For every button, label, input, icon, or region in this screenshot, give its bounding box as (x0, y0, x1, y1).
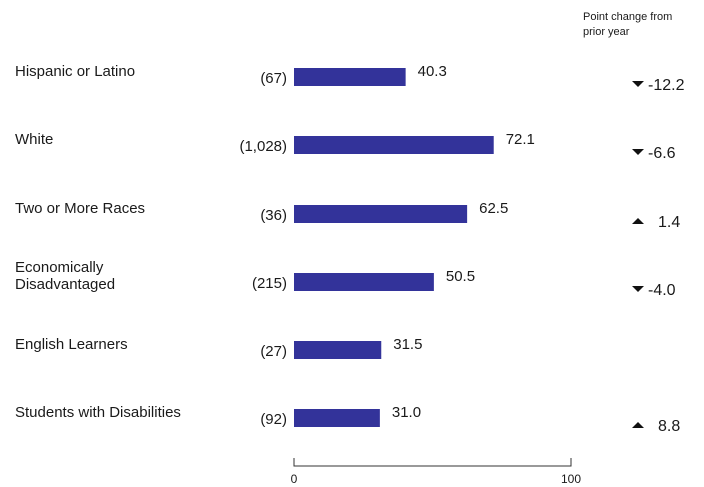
bar (294, 409, 380, 427)
change-label: -4.0 (648, 282, 676, 299)
change-down-triangle-icon (632, 149, 644, 155)
change-header-line: Point change from (583, 11, 672, 23)
change-label: 1.4 (658, 214, 680, 231)
value-label: 31.0 (392, 404, 421, 421)
value-label: 50.5 (446, 268, 475, 285)
category-label: Disadvantaged (15, 276, 115, 293)
bar (294, 68, 406, 86)
change-down-triangle-icon (632, 286, 644, 292)
category-label: White (15, 131, 53, 148)
change-label: 8.8 (658, 418, 680, 435)
change-down-triangle-icon (632, 81, 644, 87)
change-up-triangle-icon (632, 218, 644, 224)
change-up-triangle-icon (632, 422, 644, 428)
count-label: (67) (260, 70, 287, 87)
value-label: 31.5 (393, 336, 422, 353)
change-label: -6.6 (648, 145, 676, 162)
count-label: (215) (252, 275, 287, 292)
category-label: English Learners (15, 336, 128, 353)
value-label: 72.1 (506, 131, 535, 148)
value-label: 40.3 (418, 63, 447, 80)
change-header-line: prior year (583, 26, 630, 38)
count-label: (36) (260, 207, 287, 224)
bar (294, 136, 494, 154)
bar (294, 205, 468, 223)
category-label: Two or More Races (15, 200, 145, 217)
bar (294, 273, 434, 291)
count-label: (92) (260, 411, 287, 428)
category-label: Economically (15, 259, 104, 276)
x-tick-label: 0 (291, 472, 298, 486)
category-label: Hispanic or Latino (15, 63, 135, 80)
value-label: 62.5 (479, 200, 508, 217)
count-label: (27) (260, 343, 287, 360)
change-label: -12.2 (648, 77, 685, 94)
x-axis (293, 458, 572, 467)
bar (294, 341, 382, 359)
count-label: (1,028) (239, 138, 287, 155)
category-label: Students with Disabilities (15, 404, 181, 421)
x-tick-label: 100 (561, 472, 581, 486)
